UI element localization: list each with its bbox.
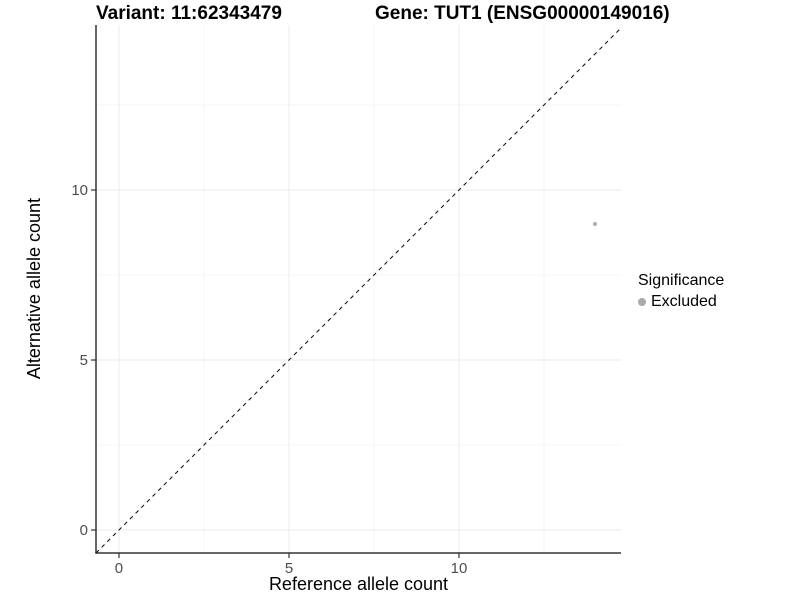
gridlines-minor: [96, 25, 621, 553]
data-points: [592, 221, 598, 227]
tick-marks: [91, 189, 460, 558]
gene-title: Gene: TUT1 (ENSG00000149016): [375, 3, 670, 24]
legend-key-circle-icon: [638, 298, 646, 306]
legend-item-label: Excluded: [651, 293, 717, 310]
y-tick-label: 10: [71, 182, 88, 199]
tick-labels: 0 5 10 0 5 10: [71, 182, 467, 577]
legend-title: Significance: [638, 272, 725, 289]
identity-line: [95, 27, 622, 554]
axis-lines: [95, 25, 621, 554]
gridlines-major: [96, 25, 621, 553]
data-point: [592, 221, 598, 227]
x-tick-label: 0: [115, 560, 123, 577]
identity-dashed-line: [95, 27, 622, 554]
variant-title: Variant: 11:62343479: [96, 3, 282, 24]
y-axis-title: Alternative allele count: [23, 198, 44, 380]
y-tick-label: 5: [80, 352, 88, 369]
legend: Significance Excluded: [638, 271, 724, 312]
x-axis-title: Reference allele count: [268, 574, 449, 594]
y-tick-label: 0: [80, 522, 88, 539]
legend-item-excluded: Excluded: [638, 292, 724, 312]
x-tick-label: 10: [451, 560, 468, 577]
x-tick-label: 5: [285, 560, 293, 577]
